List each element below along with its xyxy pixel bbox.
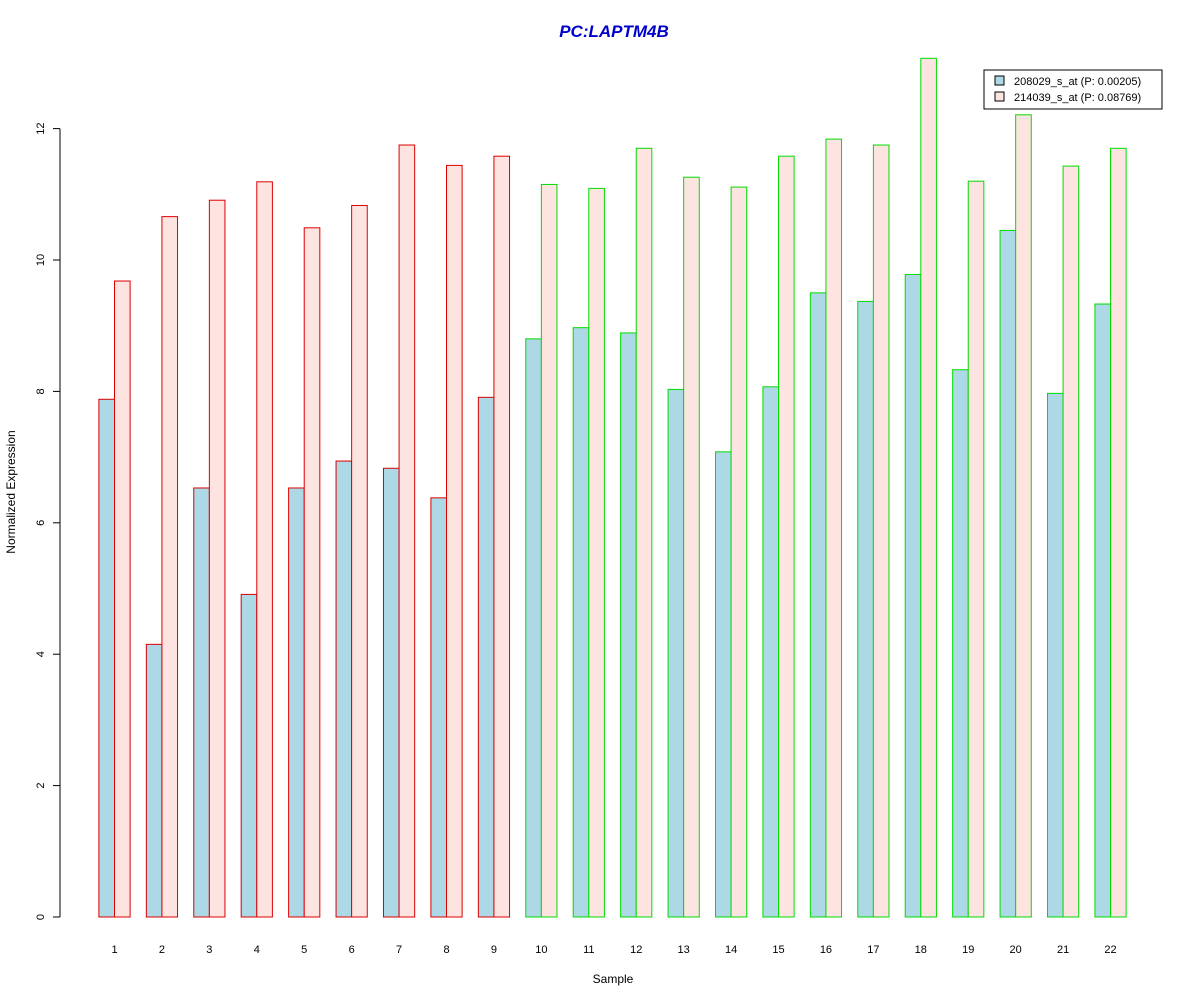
x-tick-label: 22 xyxy=(1104,944,1116,956)
bar-214039_s_at xyxy=(256,181,273,918)
bar-214039_s_at xyxy=(446,164,463,918)
bar-214039_s_at xyxy=(1015,114,1032,918)
y-tick-label: 12 xyxy=(35,122,47,134)
x-tick-label: 2 xyxy=(159,944,165,956)
chart-title: PC:LAPTM4B xyxy=(559,22,669,41)
bar-208029_s_at xyxy=(193,487,210,918)
y-tick-label: 2 xyxy=(35,783,47,789)
x-axis-tick-labels: 1 2 3 4 5 6 7 8 9 10 11 12 13 14 15 16 17 18 19 20 21 22 xyxy=(111,944,1116,956)
x-tick-label: 3 xyxy=(206,944,212,956)
x-tick-label: 14 xyxy=(725,944,737,956)
legend: 208029_s_at (P: 0.00205) 214039_s_at (P: … xyxy=(983,69,1163,110)
legend-label: 208029_s_at (P: 0.00205) xyxy=(1014,76,1141,88)
x-tick-label: 16 xyxy=(820,944,832,956)
bar-208029_s_at xyxy=(240,593,258,918)
x-tick-label: 21 xyxy=(1057,944,1069,956)
bar-208029_s_at xyxy=(714,451,732,918)
bar-214039_s_at xyxy=(493,155,511,918)
bar-208029_s_at xyxy=(430,497,448,918)
bar-208029_s_at xyxy=(572,327,590,918)
bar-208029_s_at xyxy=(1094,303,1112,918)
bar-208029_s_at xyxy=(904,273,922,918)
x-tick-label: 6 xyxy=(349,944,355,956)
y-axis: 0 2 4 6 8 10 12 xyxy=(35,122,61,920)
y-axis-title: Normalized Expression xyxy=(4,430,18,553)
y-tick-label: 8 xyxy=(35,388,47,394)
y-tick-label: 4 xyxy=(35,651,47,657)
legend-swatch xyxy=(994,75,1005,86)
x-tick-label: 15 xyxy=(772,944,784,956)
bar-208029_s_at xyxy=(288,487,305,918)
bar-208029_s_at xyxy=(620,332,637,918)
bar-208029_s_at xyxy=(477,396,495,918)
bar-214039_s_at xyxy=(114,280,131,918)
bar-214039_s_at xyxy=(635,147,653,918)
bar-214039_s_at xyxy=(398,144,416,918)
bar-214039_s_at xyxy=(303,227,321,918)
x-tick-label: 12 xyxy=(630,944,642,956)
x-tick-label: 11 xyxy=(583,944,594,956)
bar-214039_s_at xyxy=(920,57,937,918)
y-tick-label: 6 xyxy=(35,520,47,526)
bar-214039_s_at xyxy=(351,204,368,918)
bar-214039_s_at xyxy=(1062,165,1080,918)
bar-208029_s_at xyxy=(1047,392,1064,918)
bar-208029_s_at xyxy=(809,292,827,918)
bar-214039_s_at xyxy=(730,186,748,918)
bar-214039_s_at xyxy=(161,216,179,918)
x-tick-label: 13 xyxy=(678,944,690,956)
bar-214039_s_at xyxy=(825,138,843,918)
bar-214039_s_at xyxy=(872,144,890,918)
bar-208029_s_at xyxy=(525,338,542,918)
bar-208029_s_at xyxy=(335,460,353,918)
bars xyxy=(98,57,1127,918)
bar-208029_s_at xyxy=(382,467,400,918)
y-tick-label: 10 xyxy=(35,254,47,266)
bar-214039_s_at xyxy=(540,183,558,918)
bar-208029_s_at xyxy=(857,300,874,918)
legend-label: 214039_s_at (P: 0.08769) xyxy=(1014,92,1141,104)
x-tick-label: 10 xyxy=(535,944,547,956)
bar-214039_s_at xyxy=(588,187,605,918)
bar-214039_s_at xyxy=(683,176,700,918)
legend-swatch xyxy=(994,91,1005,102)
bar-208029_s_at xyxy=(98,398,116,918)
x-tick-label: 8 xyxy=(443,944,449,956)
bar-208029_s_at xyxy=(762,386,780,918)
bar-208029_s_at xyxy=(999,229,1017,918)
bar-214039_s_at xyxy=(778,155,795,918)
bar-208029_s_at xyxy=(952,369,969,918)
legend-box xyxy=(983,69,1163,110)
x-tick-label: 19 xyxy=(962,944,974,956)
y-tick-label: 0 xyxy=(35,914,47,920)
x-tick-label: 20 xyxy=(1010,944,1022,956)
x-tick-label: 18 xyxy=(915,944,927,956)
x-tick-label: 17 xyxy=(867,944,879,956)
bar-208029_s_at xyxy=(667,388,685,918)
bar-214039_s_at xyxy=(1110,147,1127,918)
bar-208029_s_at xyxy=(145,643,163,918)
x-tick-label: 1 xyxy=(111,944,117,956)
x-tick-label: 5 xyxy=(301,944,307,956)
bar-214039_s_at xyxy=(208,199,226,918)
x-tick-label: 9 xyxy=(491,944,497,956)
x-tick-label: 4 xyxy=(254,944,260,956)
x-axis-title: Sample xyxy=(593,972,634,986)
x-tick-label: 7 xyxy=(396,944,402,956)
bar-214039_s_at xyxy=(967,180,985,918)
